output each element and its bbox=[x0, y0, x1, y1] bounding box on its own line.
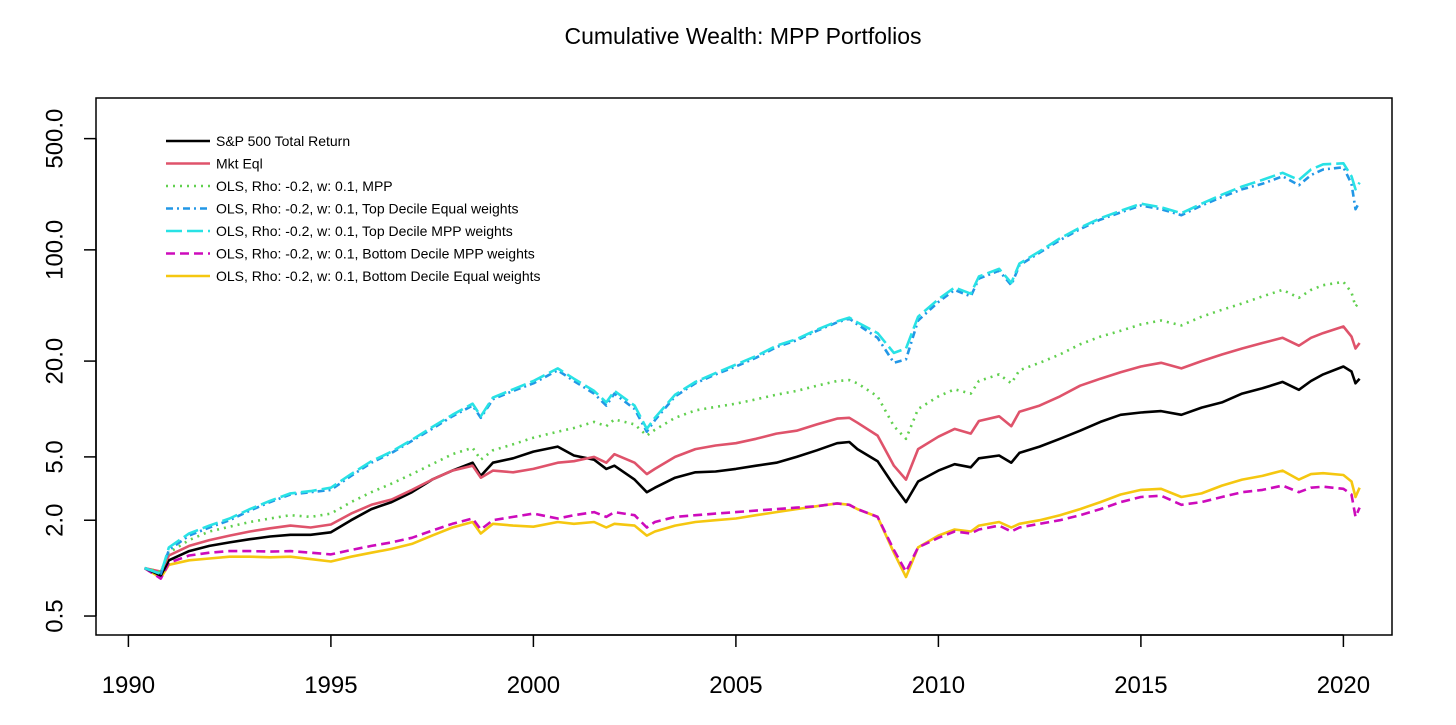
legend-label: OLS, Rho: -0.2, w: 0.1, Top Decile MPP w… bbox=[216, 223, 513, 239]
axes-layer: 1990 1995 2000 2005 2010 2015 2020 0.5 2.0 5.0 20.… bbox=[41, 109, 1370, 699]
y-tick-label: 2.0 bbox=[41, 504, 68, 537]
series-line-7 bbox=[143, 469, 1361, 580]
x-tick-label: 2000 bbox=[507, 672, 560, 699]
legend-label: OLS, Rho: -0.2, w: 0.1, Bottom Decile Eq… bbox=[216, 268, 541, 284]
legend-label: OLS, Rho: -0.2, w: 0.1, Top Decile Equal… bbox=[216, 201, 518, 217]
y-tick-label: 0.5 bbox=[41, 599, 68, 632]
legend-label: S&P 500 Total Return bbox=[216, 133, 350, 149]
x-tick-label: 2005 bbox=[709, 672, 762, 699]
legend-label: OLS, Rho: -0.2, w: 0.1, Bottom Decile MP… bbox=[216, 246, 535, 262]
series-line-5 bbox=[144, 162, 1361, 576]
x-tick-label: 2015 bbox=[1114, 672, 1167, 699]
y-tick-label: 20.0 bbox=[41, 338, 68, 385]
series-line-2 bbox=[144, 325, 1361, 574]
x-tick-label: 2010 bbox=[912, 672, 965, 699]
y-tick-label: 500.0 bbox=[41, 109, 68, 169]
x-tick-label: 1990 bbox=[102, 672, 155, 699]
x-tick-label: 1995 bbox=[304, 672, 357, 699]
y-tick-label: 100.0 bbox=[41, 220, 68, 280]
chart-title: Cumulative Wealth: MPP Portfolios bbox=[564, 23, 921, 49]
legend-label: Mkt Eql bbox=[216, 156, 263, 172]
series-layer bbox=[143, 162, 1361, 580]
series-line-6 bbox=[143, 484, 1361, 580]
series-line-3 bbox=[144, 280, 1361, 574]
x-tick-label: 2020 bbox=[1317, 672, 1370, 699]
chart-legend: S&P 500 Total Return Mkt Eql OLS, Rho: -0.… bbox=[166, 133, 541, 284]
series-line-1 bbox=[144, 365, 1361, 577]
y-tick-label: 5.0 bbox=[41, 440, 68, 473]
legend-label: OLS, Rho: -0.2, w: 0.1, MPP bbox=[216, 178, 393, 194]
